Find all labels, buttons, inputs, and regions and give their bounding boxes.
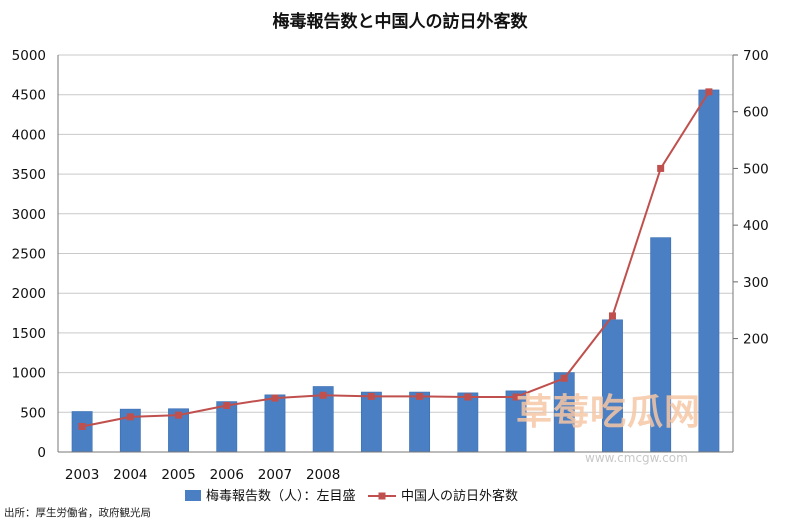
bar (698, 89, 720, 453)
y-left-tick-label: 2000 (12, 286, 46, 302)
watermark-url: www.cmcgw.com (585, 451, 688, 465)
y-right-tick-label: 600 (743, 105, 769, 121)
bar (264, 394, 286, 453)
line-marker (223, 401, 231, 409)
bar (216, 401, 238, 453)
line-marker (126, 413, 134, 421)
axes: 0 500 1000 1500 2000 2500 3000 3500 4000 4500 5000… (12, 48, 769, 483)
legend-line-marker (378, 492, 386, 500)
gridlines (58, 54, 733, 413)
bar (409, 391, 431, 453)
line-series (78, 88, 713, 430)
chart-title: 梅毒報告数と中国人の訪日外客数 (273, 11, 529, 32)
line-marker (271, 394, 279, 402)
x-tick-label: 2007 (258, 467, 292, 483)
x-tick-label: 2005 (161, 467, 195, 483)
legend: 梅毒報告数（人）：左目盛 中国人の訪日外客数 (185, 488, 518, 504)
line-path (81, 91, 710, 428)
y-right-tick-label: 300 (743, 275, 769, 291)
line-marker (319, 391, 327, 399)
x-tick-label: 2006 (210, 467, 244, 483)
line-marker (416, 392, 424, 400)
legend-line-label: 中国人の訪日外客数 (401, 488, 518, 504)
y-left-tick-label: 1000 (12, 366, 46, 382)
line-marker (608, 312, 616, 320)
line-marker (705, 88, 713, 96)
source-note: 出所：厚生労働省，政府観光局 (4, 506, 151, 519)
y-left-tick-label: 2500 (12, 247, 46, 263)
y-left-tick-label: 0 (37, 445, 46, 461)
y-left-tick-label: 3000 (12, 207, 46, 223)
y-left-tick-label: 5000 (12, 48, 46, 64)
watermark-text: 草莓吃瓜网 (516, 392, 701, 433)
y-left-tick-label: 500 (20, 405, 46, 421)
line-marker (657, 164, 665, 172)
line-marker (175, 411, 183, 419)
line-marker (512, 393, 520, 401)
x-tick-label: 2004 (113, 467, 147, 483)
legend-bar-swatch (185, 490, 201, 501)
bar (71, 411, 93, 453)
legend-bar-label: 梅毒報告数（人）：左目盛 (206, 489, 356, 504)
y-right-tick-label: 500 (743, 161, 769, 177)
line-marker (78, 422, 86, 430)
y-right-tick-label: 200 (743, 332, 769, 348)
y-left-tick-label: 3500 (12, 167, 46, 183)
bar-series (71, 89, 720, 453)
bar (360, 391, 382, 453)
watermark: 草莓吃瓜网 www.cmcgw.com (516, 392, 701, 465)
y-right-tick-label: 700 (743, 48, 769, 64)
line-marker (560, 374, 568, 382)
line-marker (464, 393, 472, 401)
x-tick-label: 2008 (306, 467, 340, 483)
y-left-tick-label: 1500 (12, 326, 46, 342)
x-tick-label: 2003 (65, 467, 99, 483)
y-left-tick-label: 4500 (12, 88, 46, 104)
line-marker (367, 392, 375, 400)
y-right-tick-label: 400 (743, 218, 769, 234)
y-left-tick-label: 4000 (12, 127, 46, 143)
bar (457, 392, 479, 453)
